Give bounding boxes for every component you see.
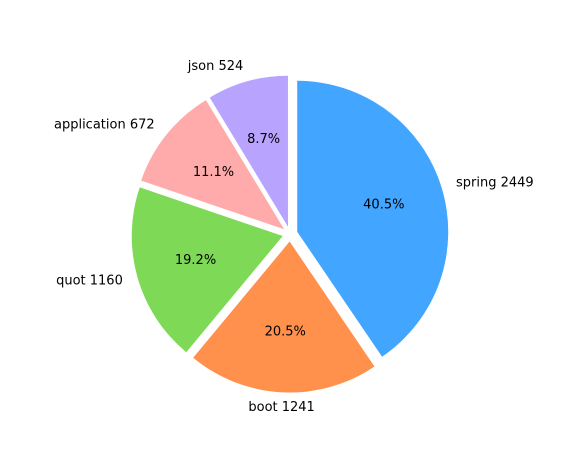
- percent-labels: 40.5% 20.5% 19.2% 11.1% 8.7%: [175, 132, 405, 340]
- pie-slice-boot: [193, 241, 375, 393]
- slice-label-quot: quot 1160: [56, 274, 123, 289]
- pct-label-json: 8.7%: [247, 132, 280, 147]
- pie-slice-json: [209, 75, 288, 227]
- slice-label-boot: boot 1241: [248, 400, 314, 415]
- pct-label-spring: 40.5%: [363, 198, 404, 213]
- pie-slice-quot: [131, 187, 283, 353]
- pct-label-quot: 19.2%: [175, 253, 216, 268]
- slice-label-spring: spring 2449: [456, 175, 534, 190]
- pct-label-application: 11.1%: [193, 165, 234, 180]
- pie-slices: [131, 75, 449, 393]
- slice-label-json: json 524: [187, 59, 244, 74]
- slice-label-application: application 672: [54, 118, 155, 133]
- pct-label-boot: 20.5%: [265, 325, 306, 340]
- pie-slice-application: [141, 100, 285, 230]
- pie-slice-spring: [297, 80, 449, 357]
- slice-labels: spring 2449 boot 1241 quot 1160 application…: [54, 59, 534, 415]
